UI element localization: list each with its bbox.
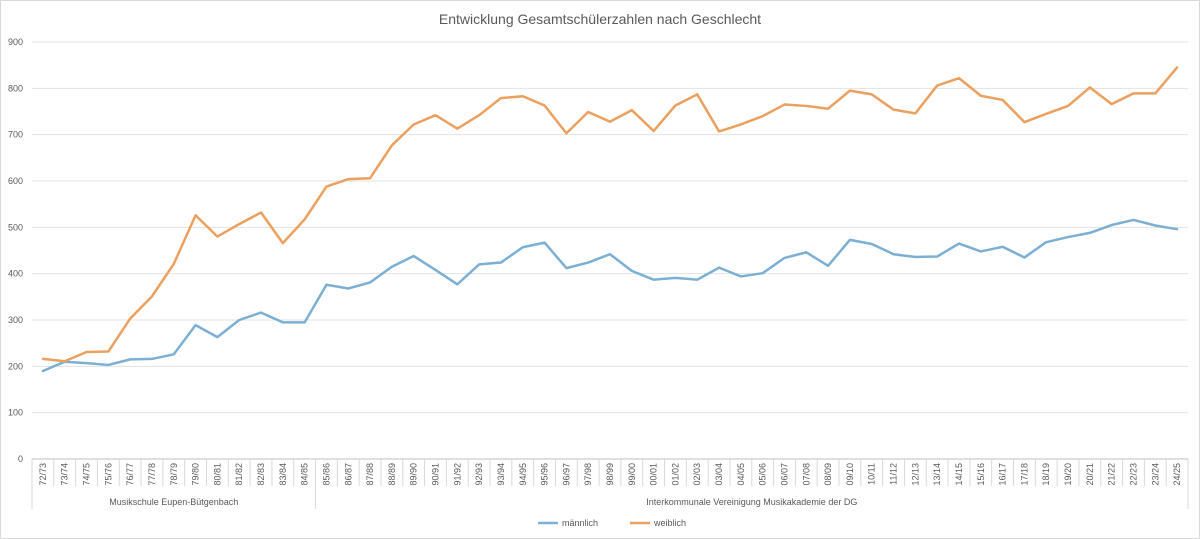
x-tick-label: 75/76 [103,463,113,486]
y-tick-label-600: 600 [8,176,23,186]
x-axis: 72/73 73/74 74/75 75/76 76/77 77/78 78/79 79/80… [31,459,1189,486]
x-tick-label: 72/73 [38,463,48,486]
x-tick-label: 89/90 [409,463,419,486]
x-tick-label: 79/80 [191,463,201,486]
x-tick-label: 03/04 [714,463,724,486]
x-tick-label: 24/25 [1172,463,1182,486]
x-tick-label: 06/07 [779,463,789,486]
x-tick-label: 81/82 [234,463,244,486]
x-tick-label: 07/08 [801,463,811,486]
chart-title: Entwicklung Gesamtschülerzahlen nach Ges… [439,11,761,27]
x-tick-label: 10/11 [867,463,877,485]
legend-label-weiblich: weiblich [653,518,686,528]
x-tick-label: 92/93 [474,463,484,486]
x-tick-label: 86/87 [343,463,353,486]
series-line-weiblich [41,66,1179,363]
x-tick-label: 22/23 [1128,463,1138,486]
x-tick-label: 14/15 [954,463,964,486]
x-tick-label: 74/75 [82,463,92,486]
y-tick-label-900: 900 [8,37,23,47]
x-tick-label: 77/78 [147,463,157,486]
x-tick-label: 09/10 [845,463,855,486]
legend: männlich weiblich [538,518,686,528]
y-tick-label-0: 0 [18,454,23,464]
x-tick-label: 04/05 [736,463,746,486]
x-tick-label: 88/89 [387,463,397,486]
x-tick-label: 82/83 [256,463,266,486]
x-tick-label: 94/95 [518,463,528,486]
x-tick-label: 91/92 [452,463,462,486]
x-tick-label: 93/94 [496,463,506,486]
y-tick-label-200: 200 [8,361,23,371]
series-lines [41,66,1179,373]
x-tick-label: 85/86 [321,463,331,486]
x-tick-label: 19/20 [1063,463,1073,486]
y-tick-label-100: 100 [8,408,23,418]
y-tick-label-400: 400 [8,269,23,279]
legend-label-männlich: männlich [562,518,598,528]
x-tick-label: 20/21 [1085,463,1095,486]
x-tick-label: 98/99 [605,463,615,486]
x-tick-label: 15/16 [976,463,986,486]
x-tick-label: 80/81 [212,463,222,486]
x-tick-label: 12/13 [910,463,920,486]
x-tick-label: 96/97 [561,463,571,486]
x-tick-label: 18/19 [1041,463,1051,486]
x-tick-label: 73/74 [60,463,70,486]
x-tick-label: 76/77 [125,463,135,486]
x-tick-label: 97/98 [583,463,593,486]
x-tick-label: 00/01 [649,463,659,486]
x-tick-label: 21/22 [1107,463,1117,486]
x-tick-label: 05/06 [758,463,768,486]
x-tick-label: 95/96 [540,463,550,486]
y-tick-label-300: 300 [8,315,23,325]
x-tick-label: 90/91 [431,463,441,486]
x-tick-label: 16/17 [998,463,1008,486]
x-tick-label: 99/00 [627,463,637,486]
group-label: Musikschule Eupen-Bütgenbach [109,497,238,507]
y-tick-label-800: 800 [8,83,23,93]
group-label: Interkommunale Vereinigung Musikakademie… [646,497,857,507]
x-tick-label: 08/09 [823,463,833,486]
x-tick-label: 01/02 [670,463,680,486]
x-tick-label: 11/12 [889,463,899,485]
x-tick-label: 23/24 [1150,463,1160,486]
x-tick-label: 17/18 [1019,463,1029,486]
x-tick-label: 83/84 [278,463,288,486]
x-tick-label: 13/14 [932,463,942,486]
y-axis: 0 100 200 300 400 500 600 700 800 900 [8,37,23,464]
y-tick-label-500: 500 [8,222,23,232]
x-tick-label: 02/03 [692,463,702,486]
y-tick-label-700: 700 [8,130,23,140]
gridlines [32,41,1188,460]
x-axis-groups: Musikschule Eupen-Bütgenbach Interkommuna… [31,486,1189,509]
x-tick-label: 87/88 [365,463,375,486]
series-line-männlich [41,218,1179,373]
x-tick-label: 78/79 [169,463,179,486]
x-tick-label: 84/85 [300,463,310,486]
